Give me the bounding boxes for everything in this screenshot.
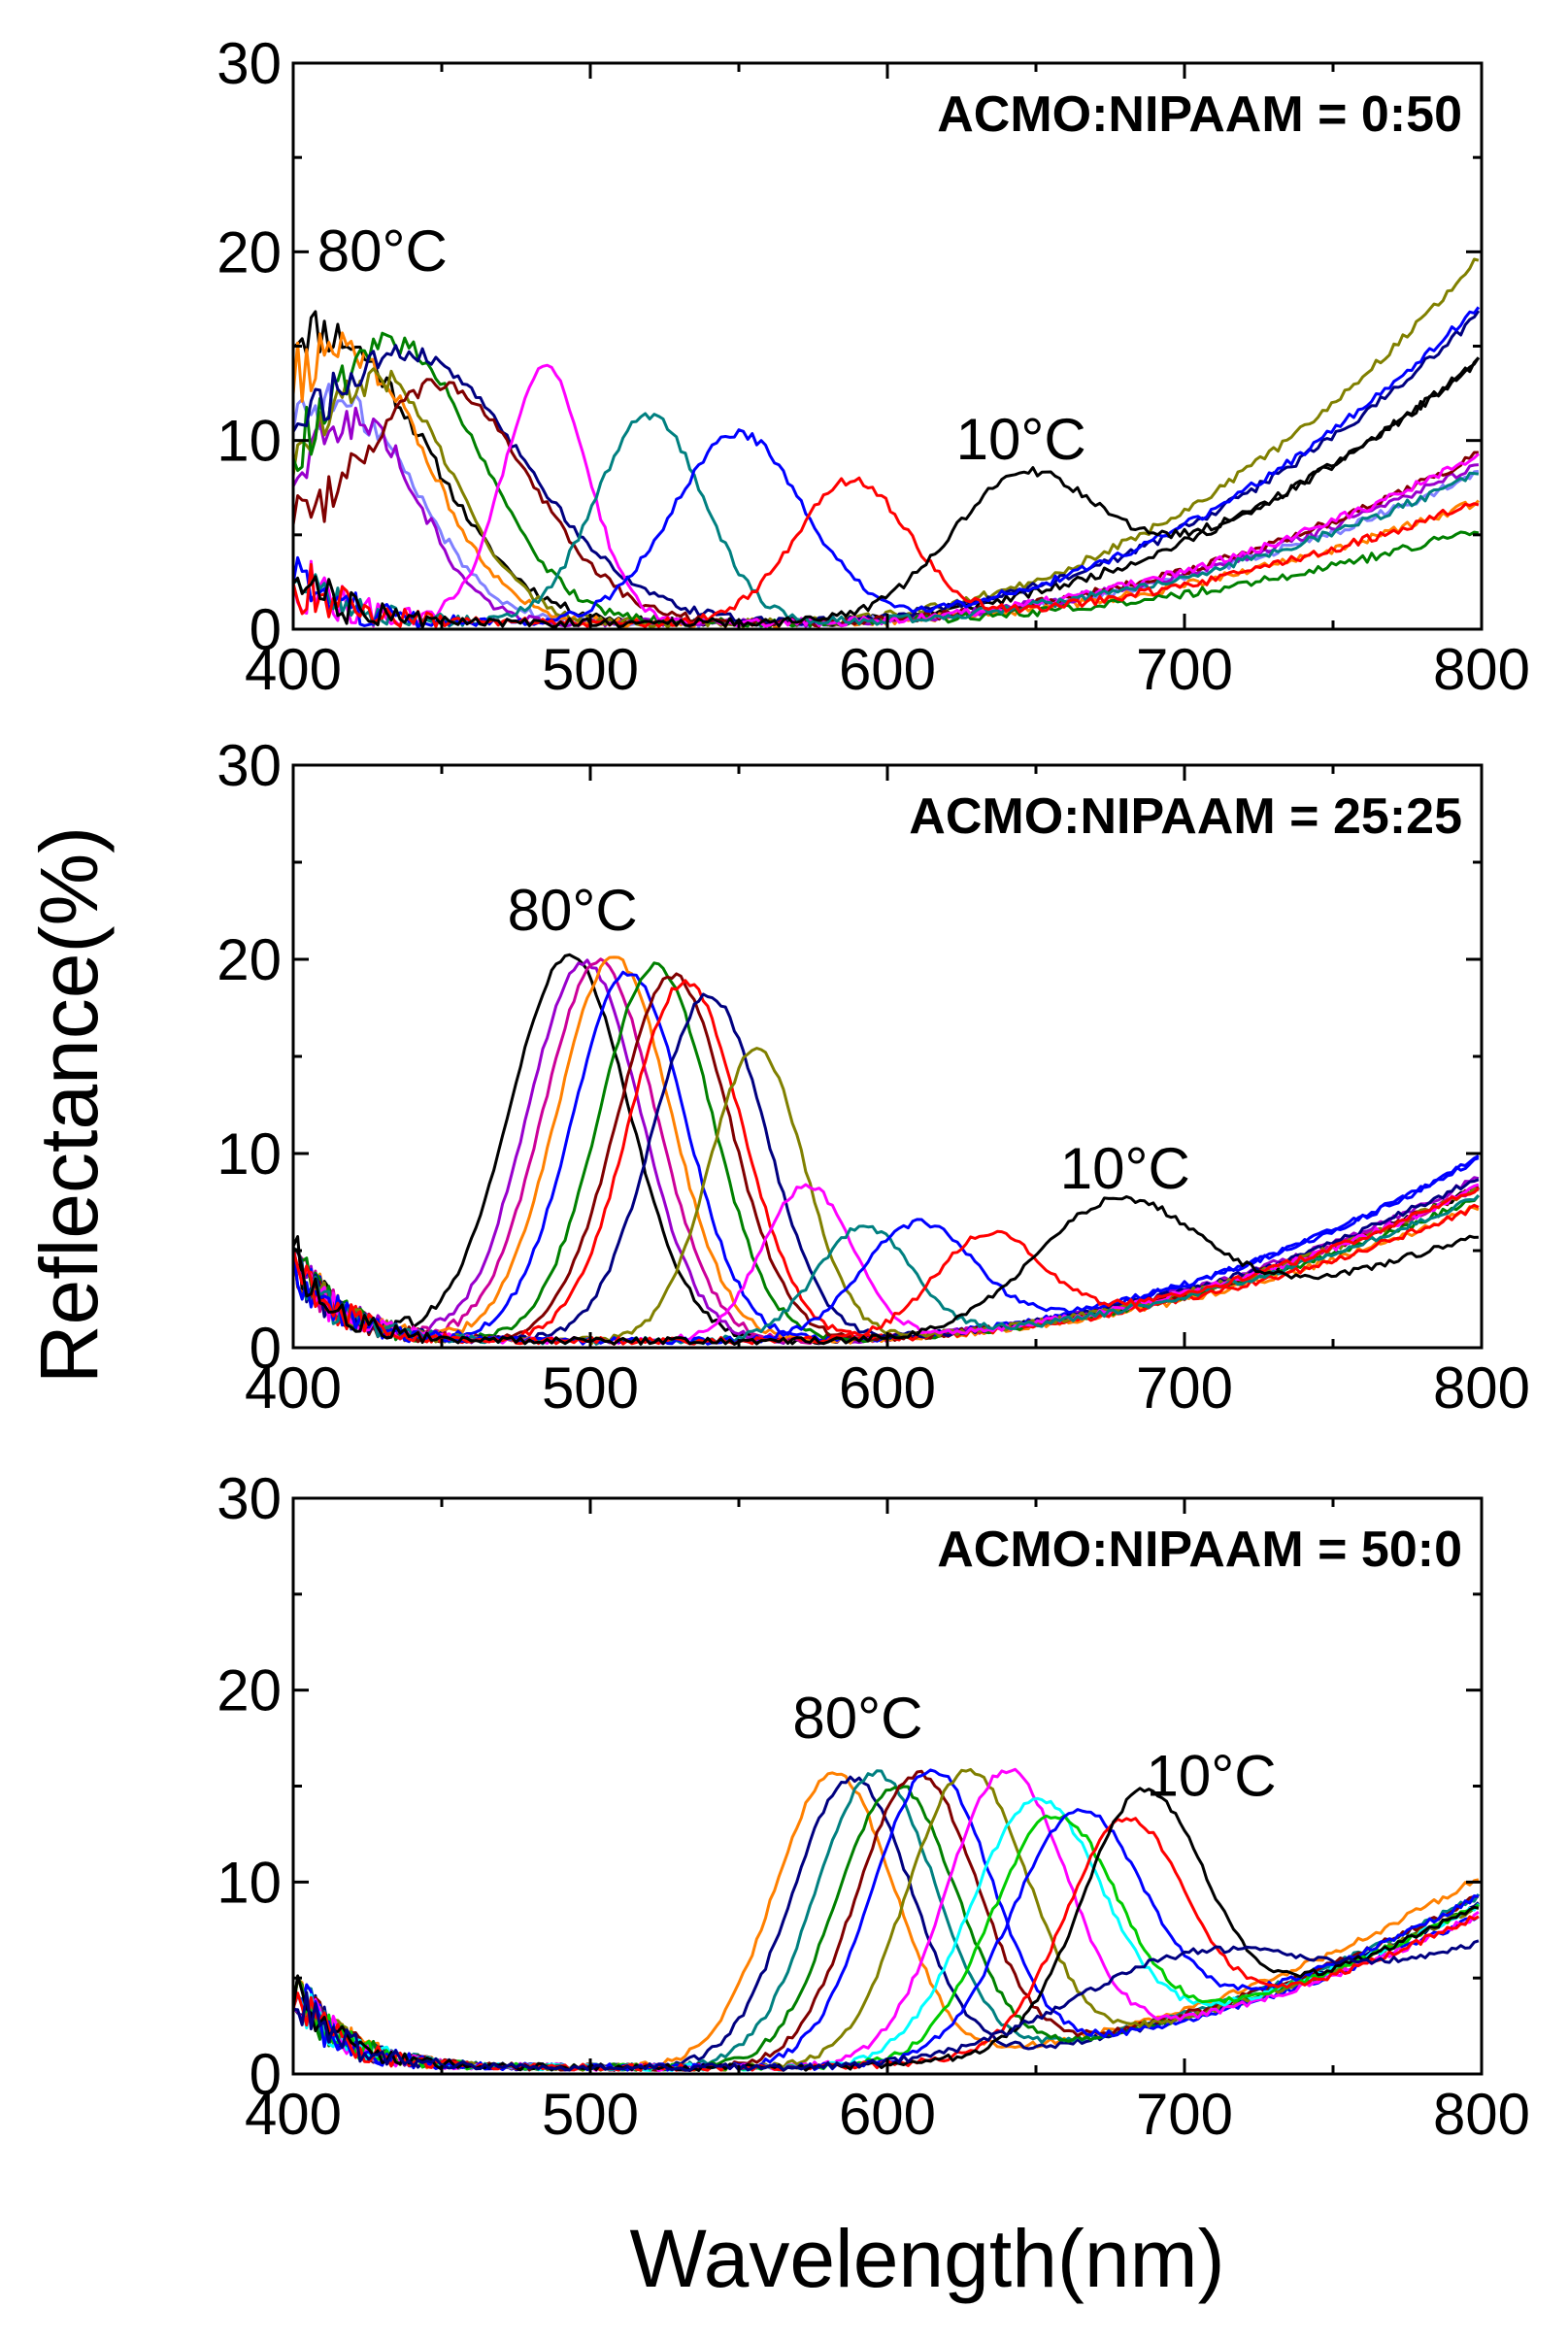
x-tick-label: 800 [1433,1355,1530,1421]
series-line-10c [293,356,1481,629]
y-tick-label: 10 [217,409,282,474]
chart-panel-1: 400 500 600 700 800 0 10 20 30 ACMO:NIPAAM = 0:50… [217,31,1530,702]
series-group [293,1767,1481,2072]
series-group [293,257,1481,629]
y-tick-label: 0 [250,1316,282,1381]
temperature-annotation: 80°C [508,878,638,943]
x-tick-label: 500 [542,637,639,702]
y-tick-label: 20 [217,219,282,284]
x-tick-label: 700 [1136,1355,1233,1421]
temperature-annotation: 10°C [1147,1743,1277,1808]
y-axis-label: Reflectance(%) [23,826,115,1384]
temperature-annotation: 10°C [1060,1136,1190,1201]
panel-title: ACMO:NIPAAM = 0:50 [937,86,1462,143]
temperature-annotation: 80°C [792,1686,922,1751]
x-tick-label: 800 [1433,637,1530,702]
x-tick-label: 700 [1136,637,1233,702]
x-axis-label: Wavelength(nm) [629,2213,1224,2304]
x-tick-label: 400 [245,637,342,702]
x-tick-label: 400 [245,1355,342,1421]
x-tick-label: 800 [1433,2082,1530,2147]
chart-panel-3: 400 500 600 700 800 0 10 20 30 ACMO:NIPAAM = 50:0… [217,1466,1530,2147]
panel-title: ACMO:NIPAAM = 50:0 [937,1522,1462,1578]
x-tick-label: 500 [542,1355,639,1421]
y-tick-label: 10 [217,1850,282,1915]
x-tick-label: 600 [839,1355,936,1421]
series-line-65c [293,406,1480,628]
series-line-35c [293,1814,1480,2072]
y-tick-label: 20 [217,1658,282,1723]
panel-title: ACMO:NIPAAM = 25:25 [909,788,1462,845]
series-line-35c [293,1047,1480,1345]
series-line-50c [293,310,1481,626]
y-tick-label: 0 [250,2042,282,2107]
x-tick-label: 600 [839,637,936,702]
y-tick-label: 20 [217,927,282,992]
series-group [293,953,1481,1346]
series-line-20c [293,1156,1480,1346]
y-tick-label: 30 [217,1466,282,1531]
series-line-60c [293,257,1480,628]
chart-panel-2: 400 500 600 700 800 0 10 20 30 ACMO:NIPAAM = 25:2… [217,733,1530,1421]
plot-frame [291,1496,1484,2076]
series-line-75c [293,383,1480,628]
series-line-75c [293,1775,1480,2072]
series-line-30c [293,412,1480,629]
y-tick-label: 30 [217,733,282,798]
temperature-annotation: 10°C [956,407,1086,472]
x-tick-label: 700 [1136,2082,1233,2147]
series-line-5c [293,1939,1480,2072]
x-tick-label: 400 [245,2082,342,2147]
series-line-80c [293,310,1481,628]
x-tick-label: 600 [839,2082,936,2147]
y-tick-label: 0 [250,597,282,662]
x-tick-label: 500 [542,2082,639,2147]
series-line-20c [293,1817,1480,2072]
series-line-45c [293,378,1479,628]
temperature-annotation: 80°C [317,218,448,284]
series-line-20c [293,476,1480,628]
series-line-25c [293,306,1481,629]
series-line-75c [293,958,1480,1345]
y-tick-label: 10 [217,1121,282,1187]
y-tick-label: 30 [217,31,282,96]
